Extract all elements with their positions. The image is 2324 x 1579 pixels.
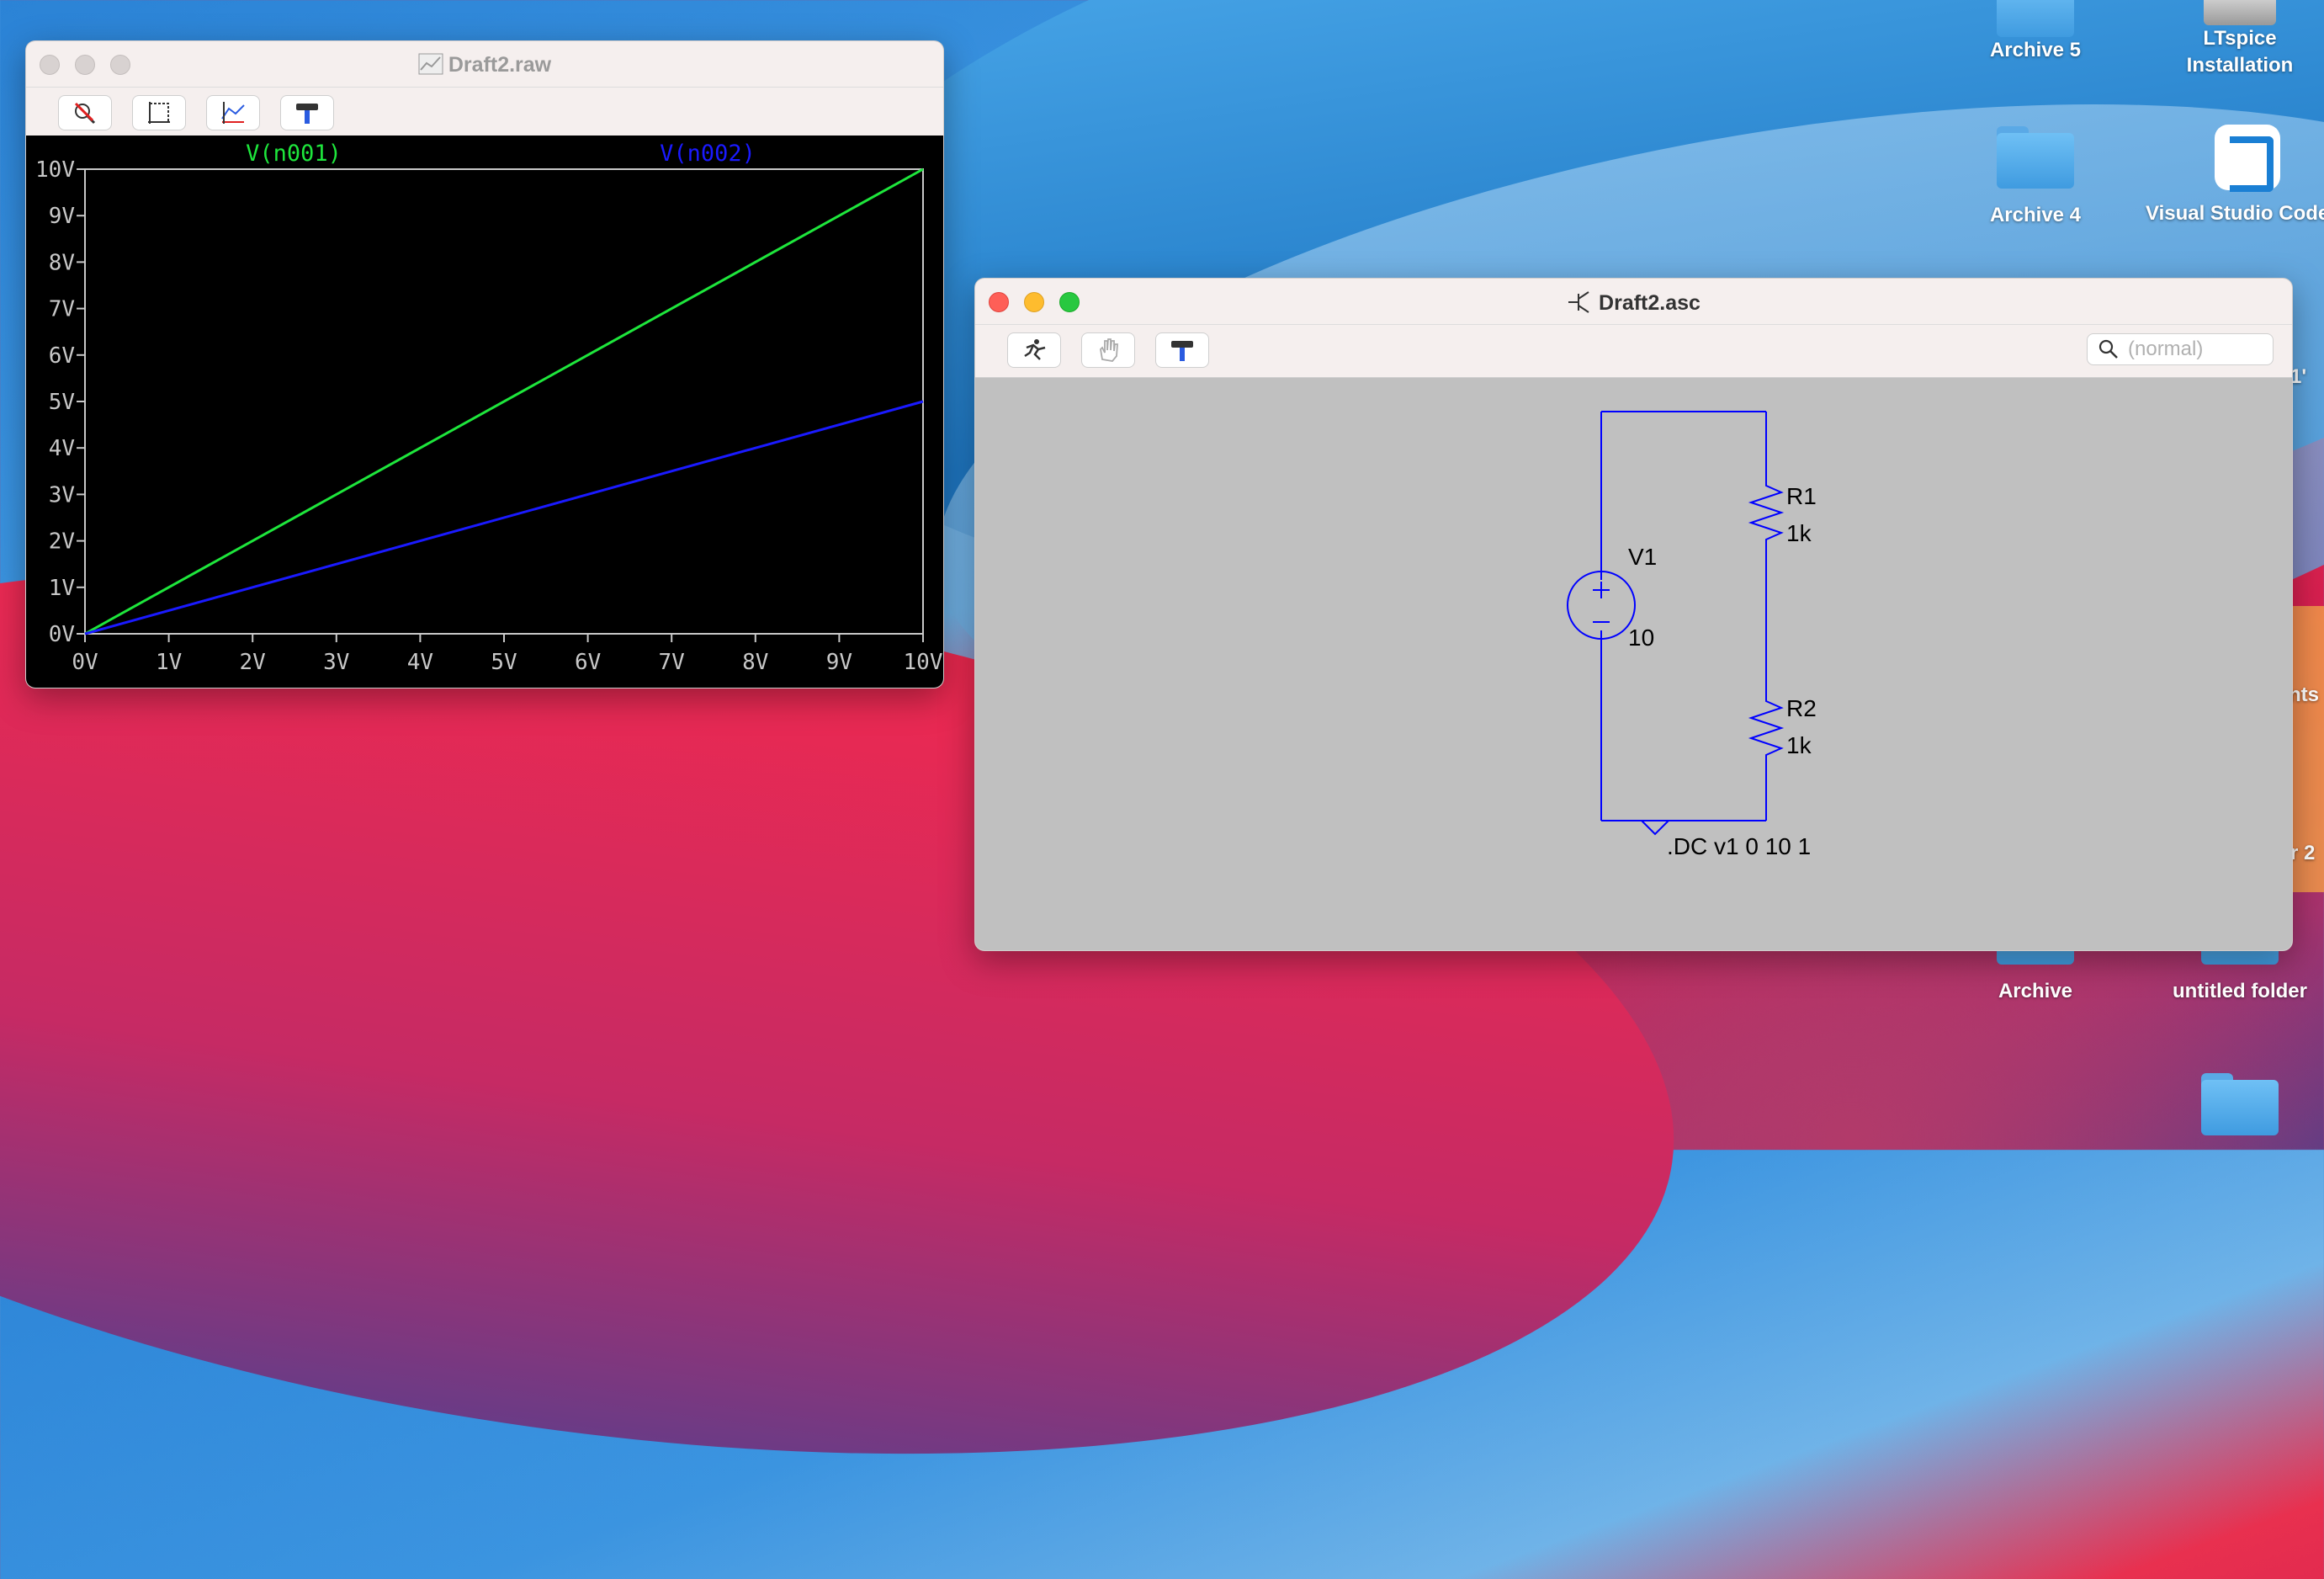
desktop-icon-ltspice-installation[interactable]: LTspice Installation: [2164, 0, 2316, 79]
x-tick-label: 10V: [904, 650, 943, 675]
close-button[interactable]: [40, 55, 60, 75]
run-icon: [1024, 339, 1046, 360]
autorange-button[interactable]: [132, 95, 186, 130]
source-value: 10: [1628, 625, 1654, 651]
series-legend-label[interactable]: V(n002): [660, 141, 756, 167]
series-line[interactable]: [84, 167, 924, 635]
desktop-partial-label: r 2: [2290, 842, 2316, 864]
schematic-drawing[interactable]: V1 10 R1 1k R2 1k .DC v1 0 10 1: [975, 378, 2292, 950]
minimize-button[interactable]: [1024, 292, 1044, 312]
hammer-icon: [1171, 341, 1193, 361]
y-tick-label: 1V: [49, 576, 75, 601]
pick-trace-icon: [221, 102, 245, 124]
plot-toolbar: [26, 88, 943, 137]
schematic-toolbar: (normal): [975, 325, 2292, 378]
desktop-icon-label: Archive 5: [1989, 39, 2082, 61]
zoom-button[interactable]: [1059, 292, 1080, 312]
folder-icon: [2201, 1073, 2279, 1135]
pick-trace-button[interactable]: [206, 95, 260, 130]
series-line[interactable]: [84, 400, 924, 635]
run-button[interactable]: [1007, 332, 1061, 368]
zoom-cancel-button[interactable]: [58, 95, 112, 130]
spice-directive[interactable]: .DC v1 0 10 1: [1667, 833, 1811, 859]
schematic-canvas[interactable]: V1 10 R1 1k R2 1k .DC v1 0 10 1: [975, 378, 2292, 950]
waveform-doc-icon: [418, 53, 443, 75]
hammer-icon: [296, 104, 318, 124]
minimize-button[interactable]: [75, 55, 95, 75]
series-legend-label[interactable]: V(n001): [246, 141, 342, 167]
window-title: Draft2.raw: [448, 53, 552, 77]
resistor-r1-symbol[interactable]: [1748, 479, 1785, 546]
r1-value: 1k: [1786, 520, 1812, 546]
y-tick-label: 9V: [49, 204, 75, 229]
plot-window[interactable]: Draft2.raw: [25, 40, 944, 688]
x-tick-label: 3V: [323, 650, 349, 675]
close-button[interactable]: [989, 292, 1009, 312]
resistor-r2-symbol[interactable]: [1748, 694, 1785, 762]
desktop-icon-label: LTspice Installation: [2186, 27, 2294, 77]
folder-icon: [1997, 126, 2074, 189]
plot-pane[interactable]: 0V 1V 2V 3V 4V 5V 6V 7V 8V 9V 10V 0V 1V 2V 3V 4V 5V 6V 7V 8…: [26, 136, 943, 688]
y-tick-label: 4V: [49, 436, 75, 461]
desktop-icon-label: Archive: [1998, 980, 2073, 1002]
y-tick-label: 6V: [49, 343, 75, 369]
x-tick-label: 2V: [240, 650, 266, 675]
window-title: Draft2.asc: [1599, 291, 1701, 315]
x-tick-label: 7V: [659, 650, 685, 675]
search-placeholder: (normal): [2128, 338, 2204, 360]
search-field[interactable]: (normal): [2087, 333, 2274, 365]
desktop-icon-label: Visual Studio Code: [2146, 202, 2324, 225]
y-tick-label: 10V: [35, 157, 75, 183]
plot-window-titlebar[interactable]: Draft2.raw: [26, 41, 943, 88]
desktop-icon-vscode[interactable]: Visual Studio Code: [2137, 125, 2324, 227]
schematic-window-titlebar[interactable]: Draft2.asc: [975, 279, 2292, 325]
y-tick-label: 8V: [49, 250, 75, 275]
desktop-icon-label: Archive 4: [1989, 204, 2082, 226]
x-tick-label: 0V: [72, 650, 98, 675]
waveform-plot[interactable]: 0V 1V 2V 3V 4V 5V 6V 7V 8V 9V 10V 0V 1V 2V 3V 4V 5V 6V 7V 8…: [26, 136, 943, 688]
r2-name: R2: [1786, 695, 1817, 721]
desktop-icon-archive-4[interactable]: Archive 4: [1960, 126, 2111, 229]
schematic-doc-icon: [1568, 291, 1589, 313]
r2-value: 1k: [1786, 732, 1812, 758]
x-tick-label: 9V: [826, 650, 852, 675]
hammer-button[interactable]: [1155, 332, 1209, 368]
y-tick-label: 2V: [49, 529, 75, 555]
search-icon: [2098, 339, 2118, 359]
desktop-partial-label: nts: [2289, 683, 2319, 706]
vscode-icon: [2215, 125, 2280, 192]
y-tick-label: 7V: [49, 297, 75, 322]
source-name: V1: [1628, 544, 1657, 570]
schematic-window[interactable]: Draft2.asc: [974, 278, 2293, 951]
x-tick-label: 6V: [575, 650, 601, 675]
desktop-partial-label: 1': [2290, 365, 2307, 388]
x-tick-label: 8V: [742, 650, 768, 675]
ground-symbol[interactable]: [1641, 820, 1669, 836]
pan-button[interactable]: [1081, 332, 1135, 368]
zoom-cancel-icon: [74, 102, 96, 125]
x-tick-label: 1V: [156, 650, 182, 675]
disk-icon: [2204, 0, 2276, 25]
hand-icon: [1100, 338, 1118, 362]
desktop-icon-archive-5[interactable]: Archive 5: [1960, 0, 2111, 64]
y-tick-label: 3V: [49, 482, 75, 508]
folder-icon: [1997, 0, 2074, 37]
y-tick-label: 5V: [49, 390, 75, 415]
autorange-icon: [148, 102, 170, 124]
y-tick-label: 0V: [49, 622, 75, 647]
r1-name: R1: [1786, 483, 1817, 509]
x-tick-label: 4V: [407, 650, 433, 675]
zoom-button[interactable]: [110, 55, 130, 75]
desktop-icon-label: untitled folder: [2173, 980, 2307, 1002]
x-tick-label: 5V: [491, 650, 517, 675]
hammer-button[interactable]: [280, 95, 334, 130]
desktop-icon-folder[interactable]: [2164, 1073, 2316, 1135]
